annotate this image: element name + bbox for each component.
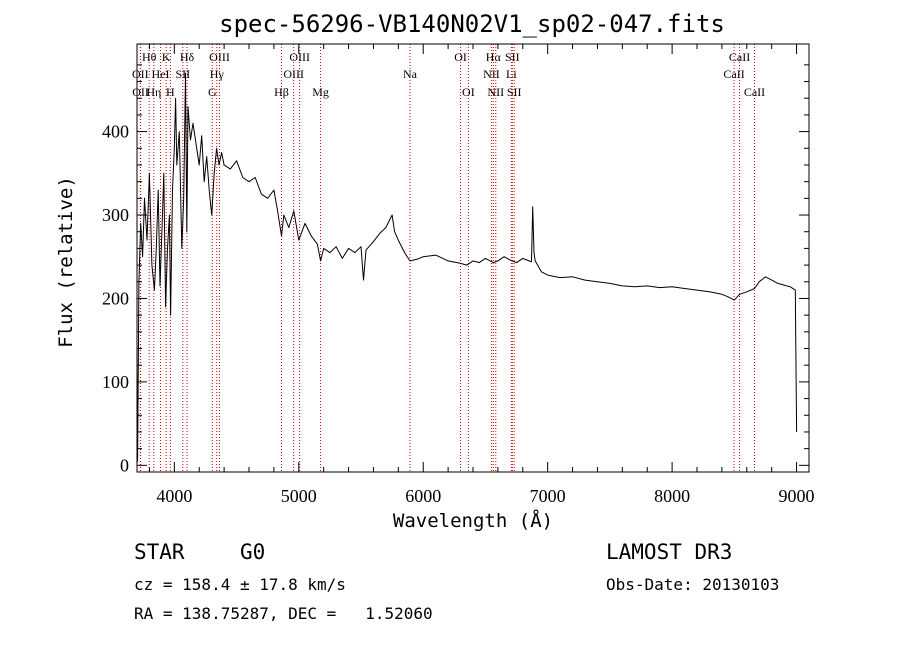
y-tick-label-0: 0	[120, 455, 129, 475]
line-marker-label-11: OIII	[209, 50, 230, 64]
line-marker-label-20: Hα	[486, 50, 502, 64]
line-marker-label-22: Li	[506, 67, 517, 81]
line-marker-label-8: Hδ	[180, 50, 195, 64]
survey-name: LAMOST DR3	[606, 540, 733, 564]
line-marker-label-3: Hη	[146, 85, 161, 99]
line-marker-label-21: NII	[487, 85, 504, 99]
object-class: STAR	[134, 540, 185, 564]
line-marker-label-10: Hγ	[210, 67, 225, 81]
line-marker-label-16: Na	[403, 67, 418, 81]
line-marker-label-25: CaII	[723, 67, 744, 81]
line-marker-label-26: CaII	[729, 50, 750, 64]
redshift-text: cz = 158.4 ± 17.8 km/s	[134, 575, 346, 594]
line-marker-label-7: SII	[175, 67, 190, 81]
x-tick-label-4: 8000	[654, 486, 690, 506]
obs-date-text: Obs-Date: 20130103	[606, 575, 780, 594]
line-marker-label-12: Hβ	[274, 85, 289, 99]
line-marker-label-1: OII	[132, 85, 149, 99]
line-marker-label-13: OIII	[283, 67, 304, 81]
coords-text: RA = 138.75287, DEC = 1.52060	[134, 604, 433, 623]
line-marker-label-14: OIII	[289, 50, 310, 64]
y-tick-label-4: 400	[102, 122, 129, 142]
x-tick-label-5: 9000	[779, 486, 815, 506]
x-tick-label-1: 5000	[281, 486, 317, 506]
line-marker-label-19: NII	[483, 67, 500, 81]
y-axis-label: Flux (relative)	[55, 176, 77, 348]
line-marker-label-27: CaII	[744, 85, 765, 99]
x-axis-label: Wavelength (Å)	[393, 509, 553, 532]
line-marker-label-2: Hθ	[142, 50, 157, 64]
x-tick-label-0: 4000	[156, 486, 192, 506]
plot-frame	[136, 43, 810, 473]
axis-ticks: 4000 5000 6000 7000 8000 9000 0 100 200 300 400	[102, 44, 815, 506]
y-tick-label-3: 300	[102, 205, 129, 225]
x-tick-label-2: 6000	[405, 486, 441, 506]
line-marker-label-4: HeI	[152, 67, 170, 81]
line-marker-label-15: Mg	[312, 85, 329, 99]
y-tick-label-1: 100	[102, 372, 129, 392]
line-marker-label-6: H	[166, 85, 175, 99]
line-marker-label-18: OI	[462, 85, 475, 99]
object-subclass: G0	[240, 540, 266, 564]
line-marker-label-9: G	[208, 85, 217, 99]
chart-title: spec-56296-VB140N02V1_sp02-047.fits	[219, 10, 725, 38]
line-markers: OIIOIIHθHηHeIKHSIIHδGHγOIIIHβOIIIOIIIMgN…	[132, 44, 765, 472]
line-marker-label-23: SII	[505, 50, 520, 64]
line-marker-label-24: SII	[507, 85, 522, 99]
x-tick-label-3: 7000	[530, 486, 566, 506]
spectrum-line-0	[136, 72, 798, 462]
line-marker-label-5: K	[162, 50, 171, 64]
y-tick-label-2: 200	[102, 288, 129, 308]
line-marker-label-17: OI	[454, 50, 467, 64]
spectrum-series	[136, 72, 798, 462]
